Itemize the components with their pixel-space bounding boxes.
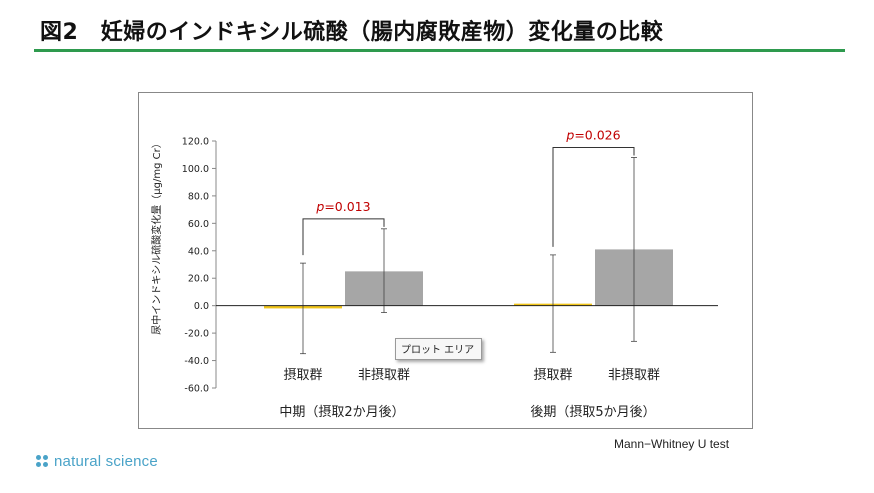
statistical-test-note: Mann−Whitney U test (614, 437, 730, 451)
plot-area-tooltip: プロット エリア (395, 338, 483, 360)
title-divider (34, 49, 845, 52)
y-tick-label: -60.0 (184, 384, 209, 395)
category-label: 非摂取群 (358, 367, 410, 383)
indoxyl-sulfate-bar-chart: 120.0 100.0 80.0 60.0 40.0 20.0 0.0 -20.0 -40.0 -… (150, 127, 718, 420)
y-tick-label: 20.0 (188, 274, 209, 285)
category-label: 摂取群 (533, 367, 572, 383)
y-tick-label: 60.0 (188, 219, 209, 230)
slide-title: 図2 妊婦のインドキシル硫酸（腸内腐敗産物）変化量の比較 (40, 20, 664, 45)
brand-dots-icon (36, 455, 48, 467)
y-tick-label: 0.0 (194, 301, 209, 312)
y-tick-label: 100.0 (182, 164, 209, 175)
p-value-label: p=0.013 (315, 199, 370, 214)
brand-logo: natural science (36, 450, 158, 472)
y-axis-label: 尿中インドキシル硫酸変化量（μg/mg Cr） (150, 138, 163, 334)
y-tick-label: 120.0 (182, 137, 209, 148)
category-label: 摂取群 (283, 367, 322, 383)
y-tick-label: -40.0 (184, 356, 209, 367)
y-tick-label: 80.0 (188, 191, 209, 202)
significance-bracket (302, 218, 385, 256)
y-tick-label: 40.0 (188, 246, 209, 257)
significance-bracket (552, 146, 635, 247)
y-tick-label: -20.0 (184, 329, 209, 340)
category-label: 非摂取群 (608, 367, 660, 383)
brand-name: natural science (54, 452, 158, 470)
group-label: 後期（摂取5か月後） (530, 404, 655, 420)
p-value-label: p=0.026 (565, 127, 620, 142)
group-label: 中期（摂取2か月後） (279, 404, 404, 420)
